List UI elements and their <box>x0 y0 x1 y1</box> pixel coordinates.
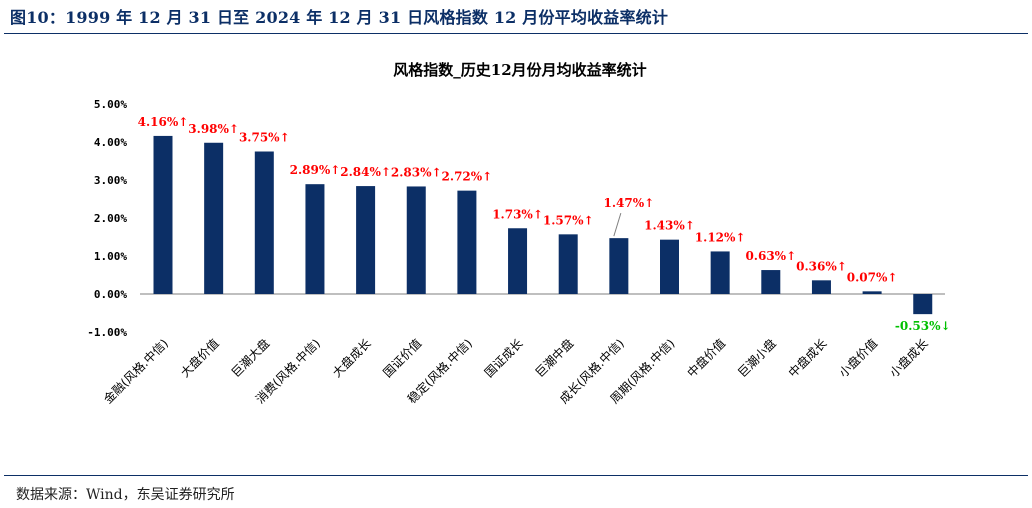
bar <box>356 186 376 294</box>
bar <box>710 251 730 294</box>
data-label: 1.43%↑ <box>644 219 695 233</box>
data-label: 2.84%↑ <box>340 165 391 179</box>
y-tick-label: 1.00% <box>94 250 127 263</box>
x-tick-label: 巨潮中盘 <box>532 336 577 381</box>
x-tick-label: 巨潮小盘 <box>734 336 779 381</box>
data-label: 1.12%↑ <box>695 230 746 244</box>
y-tick-label: 3.00% <box>94 174 127 187</box>
bar <box>305 184 325 294</box>
data-labels: 4.16%↑ 3.98%↑3.75%↑ 2.89%↑ 2.84%↑ 2.83%↑ 2.72… <box>138 115 951 333</box>
data-label: 2.72%↑ <box>442 170 493 184</box>
x-tick-label: 小盘成长 <box>886 336 931 381</box>
top-divider <box>4 33 1028 34</box>
bottom-divider <box>4 475 1028 476</box>
chart-title: 风格指数_历史12月份月均收益率统计 <box>393 61 646 79</box>
source-note: 数据来源：Wind，东吴证券研究所 <box>16 487 235 503</box>
data-label: 1.47%↑ <box>604 196 655 210</box>
y-axis: 5.00% 4.00% 3.00% 2.00% 1.00% 0.00% -1.00% <box>87 98 127 339</box>
figure-title: 图10：1999 年 12 月 31 日至 2024 年 12 月 31 日风格… <box>10 8 669 27</box>
x-tick-label: 巨潮大盘 <box>228 336 273 381</box>
bar <box>508 228 528 294</box>
bar <box>558 234 578 294</box>
bar <box>811 280 831 294</box>
label-leader-line <box>613 212 622 237</box>
data-label: 2.89%↑ <box>290 163 341 177</box>
bar-chart: 风格指数_历史12月份月均收益率统计 5.00% 4.00% 3.00% 2.00% 1… <box>87 61 951 407</box>
bar <box>457 190 477 294</box>
data-label: 0.63%↑ <box>745 249 796 263</box>
y-tick-label: 5.00% <box>94 98 127 111</box>
bar <box>406 186 426 294</box>
x-tick-label: 大盘成长 <box>329 336 374 381</box>
bar <box>660 239 679 294</box>
x-tick-label: 国证价值 <box>380 336 425 381</box>
data-label: 3.98%↑ <box>188 122 239 136</box>
y-tick-label: 2.00% <box>94 212 127 225</box>
x-tick-label: 中盘成长 <box>785 336 830 381</box>
x-tick-label: 小盘价值 <box>836 336 881 381</box>
data-label: 1.57%↑ <box>543 213 594 227</box>
bar <box>913 294 933 315</box>
bar <box>609 238 629 294</box>
bar <box>153 135 173 294</box>
y-tick-label: 4.00% <box>94 136 127 149</box>
bar-series <box>153 135 933 315</box>
y-tick-label: -1.00% <box>87 326 127 339</box>
data-label: 0.07%↑ <box>847 270 898 284</box>
data-label: 0.36%↑ <box>796 259 847 273</box>
bar <box>761 270 781 294</box>
bar <box>204 142 224 294</box>
bar <box>862 291 882 294</box>
data-label: -0.53%↓ <box>895 319 951 333</box>
bar <box>254 151 274 294</box>
x-tick-label: 国证成长 <box>482 336 526 380</box>
data-label: 2.83%↑ <box>391 165 442 179</box>
data-label: 1.73%↑ <box>492 207 543 221</box>
x-tick-label: 大盘价值 <box>177 336 222 381</box>
data-label: 3.75%↑ <box>239 131 290 145</box>
y-tick-label: 0.00% <box>94 288 127 301</box>
x-tick-label: 金融(风格.中信) <box>100 336 171 407</box>
x-tick-label: 中盘价值 <box>684 336 729 381</box>
data-label: 4.16%↑ <box>138 115 189 129</box>
